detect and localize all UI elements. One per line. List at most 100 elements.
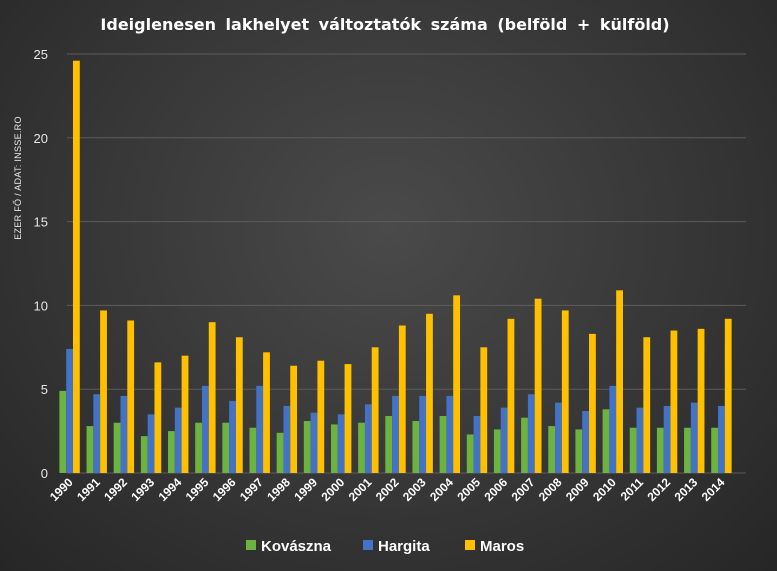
y-tick-label: 0 [41,466,48,481]
x-tick-label: 2009 [563,475,592,504]
bar-kovszna-2005 [466,434,474,473]
bar-hargita-1996 [229,400,236,473]
bar-kovszna-1993 [140,436,148,473]
y-tick-labels: 0 5 10 15 20 25 [34,47,48,481]
bar-kovszna-2006 [493,429,501,473]
legend-swatch [465,540,475,550]
bar-kovszna-1995 [195,422,202,473]
x-tick-label: 2012 [644,475,673,504]
x-tick-label: 1994 [156,475,185,504]
bar-maros-2011 [643,337,651,473]
bar-hargita-1990 [66,348,73,473]
bar-hargita-1991 [93,394,101,473]
x-tick-label: 1992 [101,475,130,504]
bar-kovszna-1994 [168,431,175,473]
bar-maros-2008 [561,310,569,473]
bar-kovszna-2007 [521,417,528,473]
bar-hargita-1992 [120,395,128,473]
bar-kovszna-1996 [222,422,230,473]
bar-maros-2003 [426,313,433,473]
y-tick-label: 10 [34,298,48,313]
x-tick-label: 1993 [128,475,157,504]
bar-maros-2005 [480,347,488,473]
x-tick-label: 1999 [291,475,320,504]
bar-kovszna-2002 [385,416,393,473]
x-tick-label: 1995 [183,475,212,504]
bar-kovszna-2010 [602,409,610,473]
x-tick-label: 2005 [454,475,483,504]
bar-kovszna-2012 [656,427,664,473]
x-tick-label: 2006 [481,475,510,504]
legend: Kovászna Hargita Maros [246,538,524,555]
x-tick-label: 2003 [400,475,429,504]
x-tick-label: 2008 [536,475,565,504]
x-tick-label: 2000 [319,475,348,504]
bars [59,60,732,473]
bar-maros-2009 [589,333,596,473]
bar-maros-1993 [154,362,162,473]
bar-maros-2000 [344,364,352,473]
x-tick-label: 2013 [672,475,701,504]
bar-hargita-2008 [555,402,562,473]
bar-hargita-2007 [527,394,535,473]
bar-maros-2012 [670,330,678,473]
bar-hargita-2009 [582,410,590,473]
bar-kovszna-1998 [276,432,284,473]
bar-kovszna-2013 [684,427,691,473]
bar-maros-2002 [398,325,406,473]
bar-kovszna-2009 [575,429,583,473]
x-tick-label: 2010 [590,475,619,504]
bar-hargita-2010 [609,385,617,473]
bar-hargita-2011 [636,407,644,473]
y-tick-label: 25 [34,47,48,62]
bar-kovszna-1990 [59,390,67,473]
bar-kovszna-2014 [711,427,719,473]
bar-hargita-1995 [201,385,209,473]
bar-hargita-2004 [446,395,454,473]
x-tick-label: 1998 [264,475,293,504]
bar-maros-2006 [507,318,515,473]
bar-maros-1999 [317,360,325,473]
bar-hargita-1998 [283,405,291,473]
bar-maros-2013 [697,328,705,473]
bar-maros-2007 [534,298,542,473]
bar-kovszna-1991 [86,426,94,473]
bar-hargita-2006 [500,407,508,473]
bar-hargita-1994 [174,407,182,473]
bar-maros-1997 [263,352,270,473]
x-tick-label: 1990 [47,475,76,504]
bar-hargita-2014 [718,405,725,473]
chart-title: Ideiglenesen lakhelyet változtatók száma… [100,15,669,34]
bar-kovszna-2008 [548,426,556,473]
bar-maros-1998 [290,365,298,473]
bar-hargita-1999 [310,412,318,473]
bar-kovszna-2001 [358,422,365,473]
bar-maros-2001 [371,347,379,473]
bar-kovszna-2011 [629,427,637,473]
bar-hargita-1993 [147,414,155,473]
bar-hargita-2000 [337,414,345,473]
y-tick-label: 15 [34,215,48,230]
bar-maros-2004 [453,295,461,473]
bar-maros-1996 [235,337,243,473]
y-axis-label: EZER FŐ / ADAT: INSSE.RO [13,116,23,240]
legend-swatch [363,540,373,550]
legend-swatch [246,540,256,550]
legend-label: Maros [480,538,524,555]
x-tick-label: 1997 [237,475,266,504]
x-tick-label: 2011 [618,475,647,504]
legend-label: Kovászna [261,538,332,555]
bar-hargita-2012 [663,405,671,473]
bar-maros-2014 [724,318,732,473]
x-tick-labels: 1990199119921993199419951996199719981999… [47,475,728,504]
bar-kovszna-2004 [439,416,447,473]
x-tick-label: 2001 [346,475,375,504]
legend-label: Hargita [378,538,430,555]
bar-hargita-2013 [690,402,698,473]
bar-maros-1994 [181,355,189,473]
bar-kovszna-2000 [330,424,338,473]
bar-hargita-2005 [473,416,481,473]
bar-maros-1992 [127,320,135,473]
bar-hargita-2001 [364,404,372,473]
